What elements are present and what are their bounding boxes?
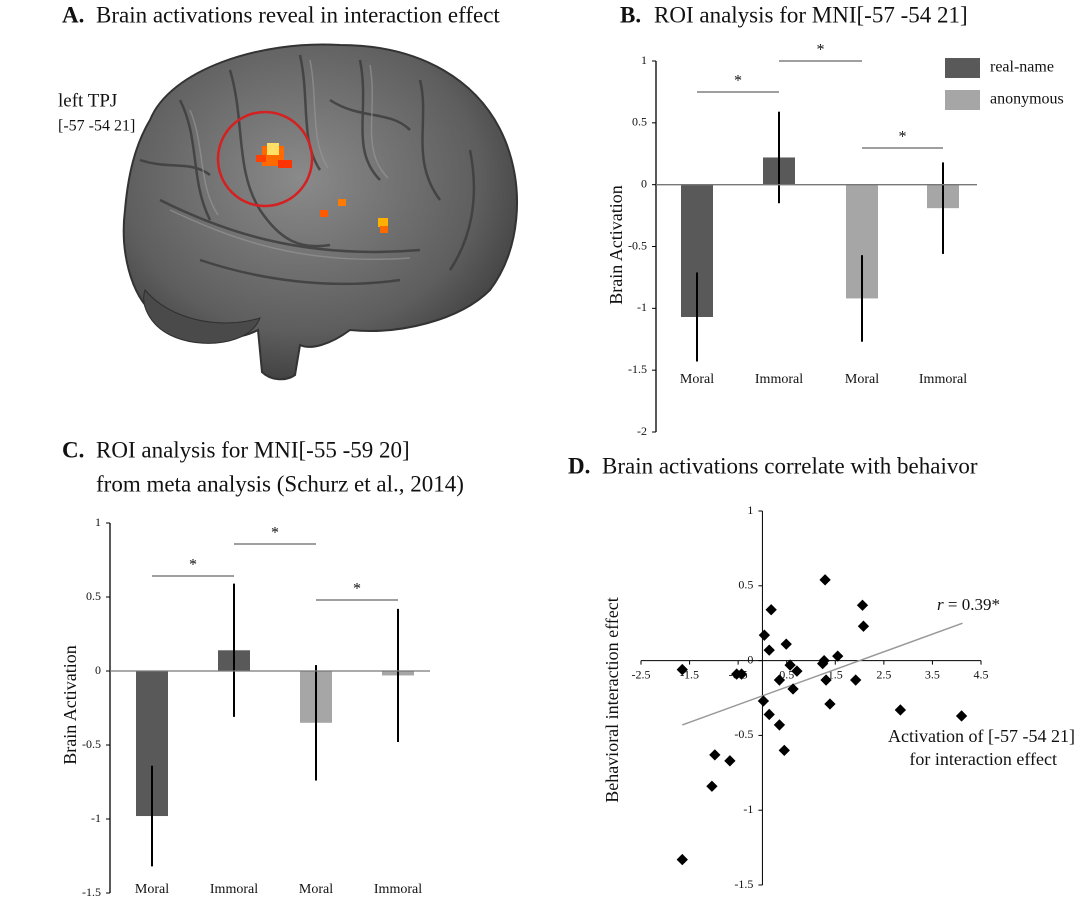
legend-swatch [945,58,980,78]
significance-label: * [817,42,825,59]
panel-subtitle: from meta analysis (Schurz et al., 2014) [96,471,464,496]
y-tick-label: -1.5 [82,885,101,899]
data-point [824,698,836,710]
trend-line [682,622,963,726]
y-tick-label: 1 [95,515,101,529]
legend-label: real-name [990,59,1054,76]
region-coordinates: [-57 -54 21] [58,118,135,135]
y-tick-label: 0.5 [632,115,647,129]
panel-title: Brain activations reveal in interaction … [96,2,500,27]
data-point [820,674,832,686]
data-point [778,744,790,757]
y-tick-label: -1.5 [628,362,647,376]
y-tick-label: -1 [743,802,753,816]
y-tick-label: 0.5 [86,589,101,603]
data-point [676,853,688,866]
data-point [709,749,721,761]
data-point [724,755,736,767]
x-axis-label: for interaction effect [909,749,1057,769]
y-tick-label: -1 [91,811,101,825]
x-axis-label: Activation of [-57 -54 21] [888,726,1075,746]
brain-image [122,43,518,381]
y-axis-label: Behavioral interaction effect [602,597,622,803]
panel-label: C. [62,437,84,462]
y-tick-label: 1 [747,503,753,517]
data-point [819,574,831,586]
x-tick-label: 3.5 [925,667,940,681]
panel-title: ROI analysis for MNI[-55 -59 20] [96,437,410,462]
y-tick-label: 1 [641,53,647,67]
significance-label: * [734,73,742,90]
significance-label: * [189,557,197,574]
y-tick-label: 0 [95,663,101,677]
significance-label: * [353,581,361,598]
data-point [706,780,718,792]
significance-label: * [271,525,279,542]
y-tick-label: 0.5 [738,578,753,592]
data-point [773,674,786,686]
x-tick-label: 0.5 [779,667,794,681]
y-tick-label: 0 [747,652,753,666]
data-point [763,644,775,656]
y-axis-label: Brain Activation [60,645,80,764]
x-tick-label: Moral [299,882,333,897]
legend-swatch [945,90,980,110]
annotation: r = 0.39* [937,595,1000,614]
x-tick-label: Immoral [919,372,967,387]
y-tick-label: -0.5 [628,238,647,252]
data-point [857,620,870,632]
data-point [676,663,688,676]
panel-label: A. [62,2,84,27]
data-point [832,650,844,662]
x-tick-label: 2.5 [876,667,891,681]
x-tick-label: Moral [135,882,169,897]
data-point [735,668,748,680]
panel-title: ROI analysis for MNI[-57 -54 21] [654,2,968,27]
data-point [773,719,786,731]
data-point [765,604,777,616]
y-tick-label: 0 [641,176,647,190]
data-point [758,629,771,641]
data-point [787,683,799,695]
panel-label: B. [620,2,641,27]
y-tick-label: -0.5 [82,737,101,751]
data-point [850,674,862,686]
y-tick-label: -1 [637,300,647,314]
x-tick-label: Moral [680,372,714,387]
x-tick-label: Immoral [210,882,258,897]
panel-title: Brain activations correlate with behaivo… [602,453,978,478]
data-point [856,599,869,611]
y-tick-label: -2 [637,424,647,438]
data-point [818,654,830,667]
data-point [784,659,796,671]
annotation-symbol: r [937,595,944,614]
data-point [894,704,907,716]
annotation-text: = 0.39* [944,595,1000,614]
significance-label: * [899,129,907,146]
data-point [763,708,775,721]
x-tick-label: -2.5 [632,667,651,681]
x-tick-label: Immoral [755,372,803,387]
legend-label: anonymous [990,91,1064,108]
x-tick-label: Immoral [374,882,422,897]
y-tick-label: -0.5 [734,727,753,741]
data-point [780,638,792,650]
region-label: left TPJ [58,90,117,111]
data-point [955,710,968,722]
y-tick-label: -1.5 [734,877,753,891]
data-point [757,695,770,707]
data-point [791,665,803,677]
panel-label: D. [568,453,590,478]
x-tick-label: 4.5 [974,667,989,681]
y-axis-label: Brain Activation [606,185,626,304]
x-tick-label: Moral [845,372,879,387]
